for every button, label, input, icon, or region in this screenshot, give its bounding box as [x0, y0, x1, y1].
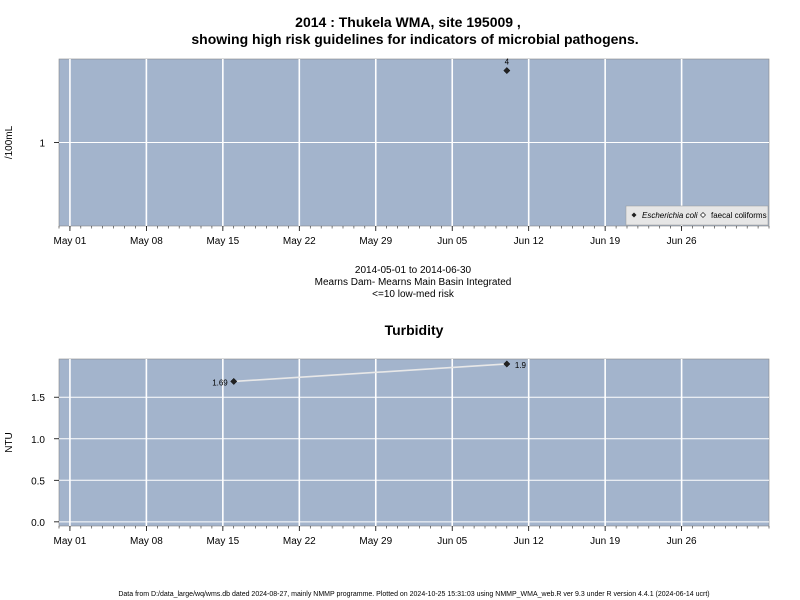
x-tick-label: Jun 12	[514, 536, 544, 547]
x-tick-label: Jun 19	[590, 536, 620, 547]
caption-risk-level: <=10 low-med risk	[372, 289, 455, 300]
ecoli-panel: May 01 May 08 May 15 May 22 May 29 Jun 05 Jun …	[4, 58, 770, 247]
data-point	[503, 67, 511, 75]
data-label: 4	[505, 58, 510, 67]
legend-label-faecal: faecal coliforms	[711, 211, 767, 220]
caption-site-name: Mearns Dam- Mearns Main Basin Integrated	[315, 277, 512, 288]
x-tick-label: Jun 26	[667, 536, 697, 547]
legend: Escherichia coli faecal coliforms	[625, 205, 769, 226]
data-point	[230, 377, 238, 385]
legend-marker-ecoli	[631, 212, 637, 218]
x-tick-label: May 29	[359, 236, 392, 247]
caption-date-range: 2014-05-01 to 2014-06-30	[355, 265, 472, 276]
x-tick-label: May 15	[206, 536, 239, 547]
y-tick-label: 0.5	[31, 476, 45, 487]
x-tick-label: May 22	[283, 536, 316, 547]
x-tick-label: Jun 05	[437, 236, 467, 247]
x-tick-label: Jun 26	[667, 236, 697, 247]
x-tick-label: Jun 19	[590, 236, 620, 247]
x-tick-label: May 22	[283, 236, 316, 247]
x-tick-label: May 29	[359, 536, 392, 547]
y-tick-label: 0.0	[31, 518, 45, 529]
legend-marker-faecal	[700, 212, 706, 218]
x-tick-label: Jun 05	[437, 536, 467, 547]
footer-note: Data from D:/data_large/wq/wms.db dated …	[118, 591, 709, 598]
main-title-line1: 2014 : Thukela WMA, site 195009 ,	[295, 14, 521, 30]
x-tick-label: Jun 12	[514, 236, 544, 247]
y-axis-label: NTU	[4, 432, 15, 453]
main-title-line2: showing high risk guidelines for indicat…	[191, 31, 638, 47]
x-tick-label: May 01	[54, 236, 87, 247]
turbidity-title: Turbidity	[385, 322, 444, 338]
legend-label-ecoli: Escherichia coli	[642, 211, 698, 220]
x-tick-label: May 08	[130, 236, 163, 247]
legend-box	[625, 205, 769, 226]
x-tick-label: May 08	[130, 536, 163, 547]
turbidity-panel: May 01 May 08 May 15 May 22 May 29 Jun 05 Jun …	[4, 358, 770, 547]
y-tick-label: 1.5	[31, 393, 45, 404]
data-label: 1.9	[515, 361, 527, 370]
y-axis-label: /100mL	[4, 125, 15, 159]
data-point	[503, 360, 511, 368]
x-tick-label: May 01	[54, 536, 87, 547]
x-tick-label: May 15	[206, 236, 239, 247]
series-line	[233, 363, 507, 383]
y-tick-label: 1	[39, 139, 45, 150]
y-tick-label: 1.0	[31, 435, 45, 446]
ecoli-caption: 2014-05-01 to 2014-06-30 Mearns Dam- Mea…	[315, 265, 512, 300]
plot-panel	[58, 358, 770, 527]
data-label: 1.69	[212, 378, 228, 387]
